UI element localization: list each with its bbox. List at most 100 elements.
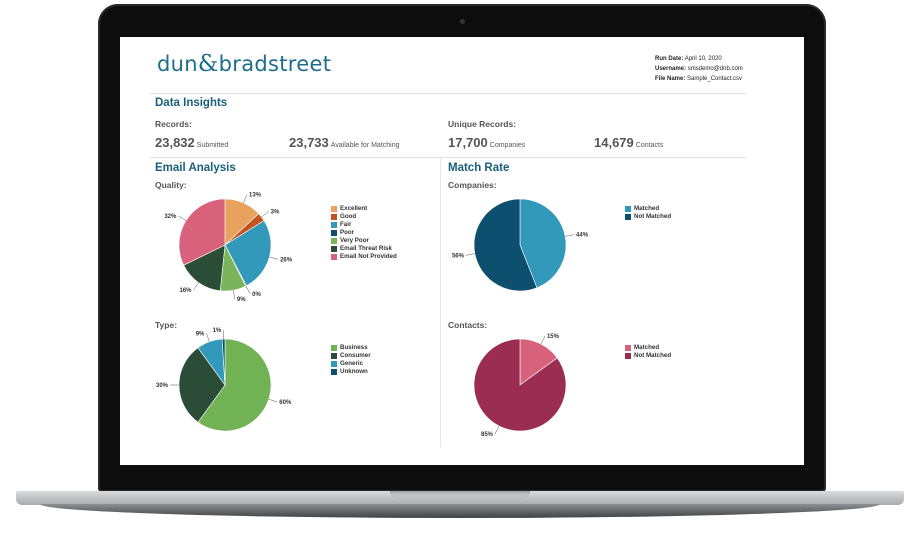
contacts-value: 14,679 xyxy=(594,135,634,150)
quality-legend-item-poor[interactable]: Poor xyxy=(331,229,397,237)
type-label-business: 60% xyxy=(279,400,292,406)
quality-slice-email-threat-risk[interactable] xyxy=(183,244,226,292)
contacts-legend-item-matched[interactable]: Matched xyxy=(625,344,671,352)
legend-label: Email Threat Risk xyxy=(340,245,392,252)
file-name-value: Sample_Contact.csv xyxy=(687,76,743,82)
quality-legend-item-fair[interactable]: Fair xyxy=(331,221,397,229)
submitted-value: 23,832 xyxy=(155,135,195,150)
quality-legend-item-very-poor[interactable]: Very Poor xyxy=(331,237,397,245)
contacts-legend: Matched Not Matched xyxy=(625,344,671,360)
brand-logo[interactable]: dun&bradstreet xyxy=(157,51,331,77)
contacts-leader-matched xyxy=(540,335,546,345)
logo-text-left: dun xyxy=(157,52,198,76)
legend-swatch xyxy=(625,345,631,351)
legend-label: Poor xyxy=(340,229,355,236)
run-metadata: Run Date: April 10, 2020 Username: smsde… xyxy=(655,54,743,84)
legend-label: Not Matched xyxy=(634,213,672,220)
logo-text-right: bradstreet xyxy=(218,52,332,76)
legend-swatch xyxy=(625,214,631,220)
quality-leader-excellent xyxy=(243,194,248,203)
companies-stat: 17,700 Companies xyxy=(448,135,525,150)
companies-slice-not-matched[interactable] xyxy=(473,198,538,292)
quality-label-very-poor: 9% xyxy=(237,297,246,303)
legend-label: Fair xyxy=(340,221,352,228)
quality-label-fair: 26% xyxy=(280,257,293,263)
type-label-consumer: 30% xyxy=(156,383,169,389)
legend-label: Email Not Provided xyxy=(340,253,397,260)
legend-label: Business xyxy=(340,344,368,351)
quality-leader-email-threat-risk xyxy=(193,282,199,291)
quality-slice-email-not-provided[interactable] xyxy=(178,198,226,266)
legend-swatch xyxy=(331,206,337,212)
submitted-label: Submitted xyxy=(196,142,229,149)
type-leader-generic xyxy=(206,333,210,342)
contacts-chart-label: Contacts: xyxy=(448,320,488,330)
logo-ampersand: & xyxy=(197,51,219,77)
legend-label: Good xyxy=(340,213,357,220)
contacts-label-not-matched: 85% xyxy=(481,432,494,438)
companies-legend-item-not-matched[interactable]: Not Matched xyxy=(625,213,671,221)
quality-leader-poor xyxy=(245,285,251,295)
type-legend-item-business[interactable]: Business xyxy=(331,344,371,352)
legend-label: Excellent xyxy=(340,205,368,212)
contacts-label-matched: 15% xyxy=(547,334,560,340)
type-slice-consumer[interactable] xyxy=(178,347,226,423)
data-insights-title: Data Insights xyxy=(155,97,228,109)
legend-swatch xyxy=(331,246,337,252)
companies-slice-matched[interactable] xyxy=(519,198,567,289)
report-screen: dun&bradstreet Run Date: April 10, 2020 … xyxy=(120,37,804,465)
companies-legend-item-matched[interactable]: Matched xyxy=(625,205,671,213)
type-legend-item-unknown[interactable]: Unknown xyxy=(331,368,371,376)
match-rate-title: Match Rate xyxy=(448,162,510,174)
type-label: Type: xyxy=(155,320,178,330)
legend-swatch xyxy=(625,353,631,359)
quality-legend-item-email-threat-risk[interactable]: Email Threat Risk xyxy=(331,245,397,253)
available-stat: 23,733 Available for Matching xyxy=(289,135,400,150)
quality-leader-fair xyxy=(269,256,279,260)
type-legend-item-generic[interactable]: Generic xyxy=(331,360,371,368)
contacts-stat: 14,679 Contacts xyxy=(594,135,663,150)
companies-pie: 44% 56% xyxy=(452,198,589,292)
quality-legend-item-excellent[interactable]: Excellent xyxy=(331,205,397,213)
companies-label: Companies xyxy=(489,142,526,149)
type-slice-business[interactable] xyxy=(197,338,272,432)
legend-label: Unknown xyxy=(340,368,368,375)
quality-legend-item-email-not-provided[interactable]: Email Not Provided xyxy=(331,253,397,261)
quality-label-email-not-provided: 32% xyxy=(164,214,177,220)
contacts-leader-not-matched xyxy=(494,425,500,435)
legend-label: Not Matched xyxy=(634,352,672,359)
contacts-legend-item-not-matched[interactable]: Not Matched xyxy=(625,352,671,360)
file-name-label: File Name: xyxy=(655,76,686,82)
available-value: 23,733 xyxy=(289,135,329,150)
records-label: Records: xyxy=(155,119,192,129)
type-label-unknown: 1% xyxy=(213,328,222,334)
quality-legend-item-good[interactable]: Good xyxy=(331,213,397,221)
email-analysis-title: Email Analysis xyxy=(155,162,236,174)
username-value: smsdemo@dnb.com xyxy=(687,66,743,72)
type-legend: Business Consumer Generic Unknown xyxy=(331,344,371,376)
pie-charts: 13% 3% 26% 0% 9% 16% 32% 60% 30% 9% 1% 44% 56% 15% 85% xyxy=(156,193,589,438)
legend-label: Matched xyxy=(634,344,660,351)
legend-swatch xyxy=(331,345,337,351)
companies-value: 17,700 xyxy=(448,135,488,150)
legend-swatch xyxy=(331,369,337,375)
contacts-label: Contacts xyxy=(635,142,664,149)
companies-leader-not-matched xyxy=(465,253,475,256)
insights-divider xyxy=(150,157,746,158)
legend-swatch xyxy=(331,222,337,228)
quality-label: Quality: xyxy=(155,180,187,190)
laptop-base-bottom xyxy=(40,504,880,518)
legend-swatch xyxy=(331,361,337,367)
type-legend-item-consumer[interactable]: Consumer xyxy=(331,352,371,360)
companies-chart-label: Companies: xyxy=(448,180,497,190)
legend-label: Matched xyxy=(634,205,660,212)
legend-swatch xyxy=(331,254,337,260)
type-leader-business xyxy=(268,398,278,403)
companies-legend: Matched Not Matched xyxy=(625,205,671,221)
run-date-label: Run Date: xyxy=(655,56,684,62)
legend-label: Very Poor xyxy=(340,237,369,244)
legend-swatch xyxy=(331,353,337,359)
laptop-notch xyxy=(390,491,530,499)
quality-legend: Excellent Good Fair Poor Very Poor Email Thre… xyxy=(331,205,397,261)
quality-leader-email-not-provided xyxy=(178,215,187,221)
